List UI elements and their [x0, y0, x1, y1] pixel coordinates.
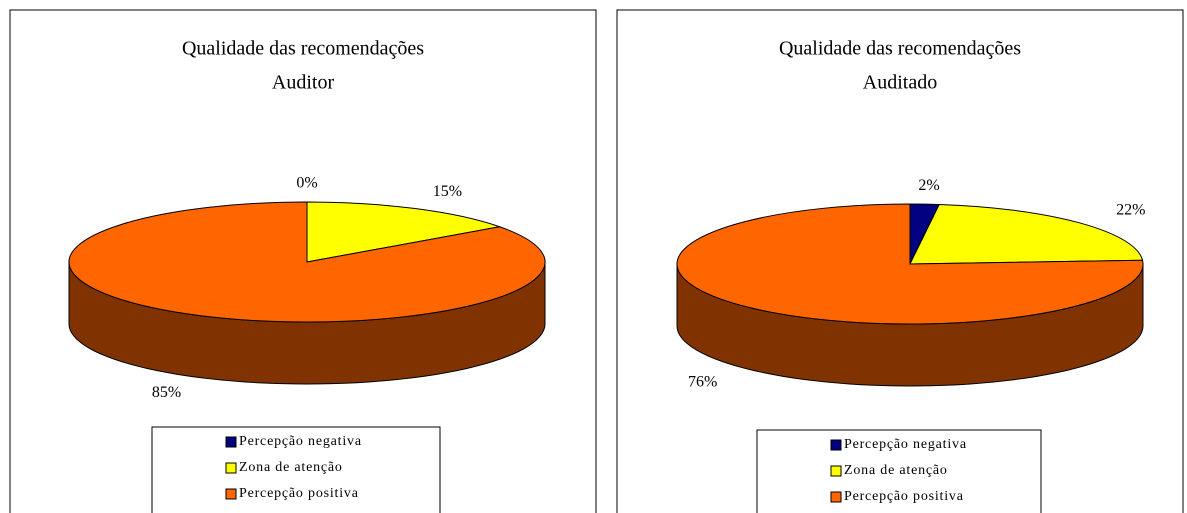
- legend-box: [151, 426, 441, 513]
- data-label: 0%: [296, 175, 317, 192]
- legend-label: Percepção positiva: [239, 486, 359, 501]
- data-label: 2%: [918, 177, 939, 194]
- chart-title: Qualidade das recomendações: [779, 38, 1021, 60]
- legend-label: Zona de atenção: [239, 460, 343, 475]
- legend-swatch: [225, 488, 237, 500]
- legend-label: Percepção negativa: [844, 437, 967, 452]
- chart-title: Qualidade das recomendações: [182, 38, 424, 60]
- chart-subtitle: Auditado: [863, 72, 937, 94]
- pie-slice: [909, 203, 1144, 265]
- pie-slice: [68, 201, 546, 323]
- data-label: 15%: [433, 183, 462, 200]
- legend-swatch: [830, 491, 842, 503]
- legend-label: Zona de atenção: [844, 463, 948, 478]
- legend-swatch: [830, 465, 842, 477]
- data-label: 76%: [688, 374, 717, 391]
- legend-swatch: [225, 462, 237, 474]
- legend-label: Percepção negativa: [239, 434, 362, 449]
- legend-label: Percepção positiva: [844, 489, 964, 504]
- legend-swatch: [830, 439, 842, 451]
- chart-subtitle: Auditor: [272, 72, 335, 94]
- legend-box: [756, 429, 1042, 513]
- legend-swatch: [225, 436, 237, 448]
- pie-slice: [306, 201, 502, 263]
- data-label: 85%: [152, 384, 181, 401]
- pie-slice: [676, 203, 1144, 325]
- data-label: 22%: [1116, 201, 1145, 218]
